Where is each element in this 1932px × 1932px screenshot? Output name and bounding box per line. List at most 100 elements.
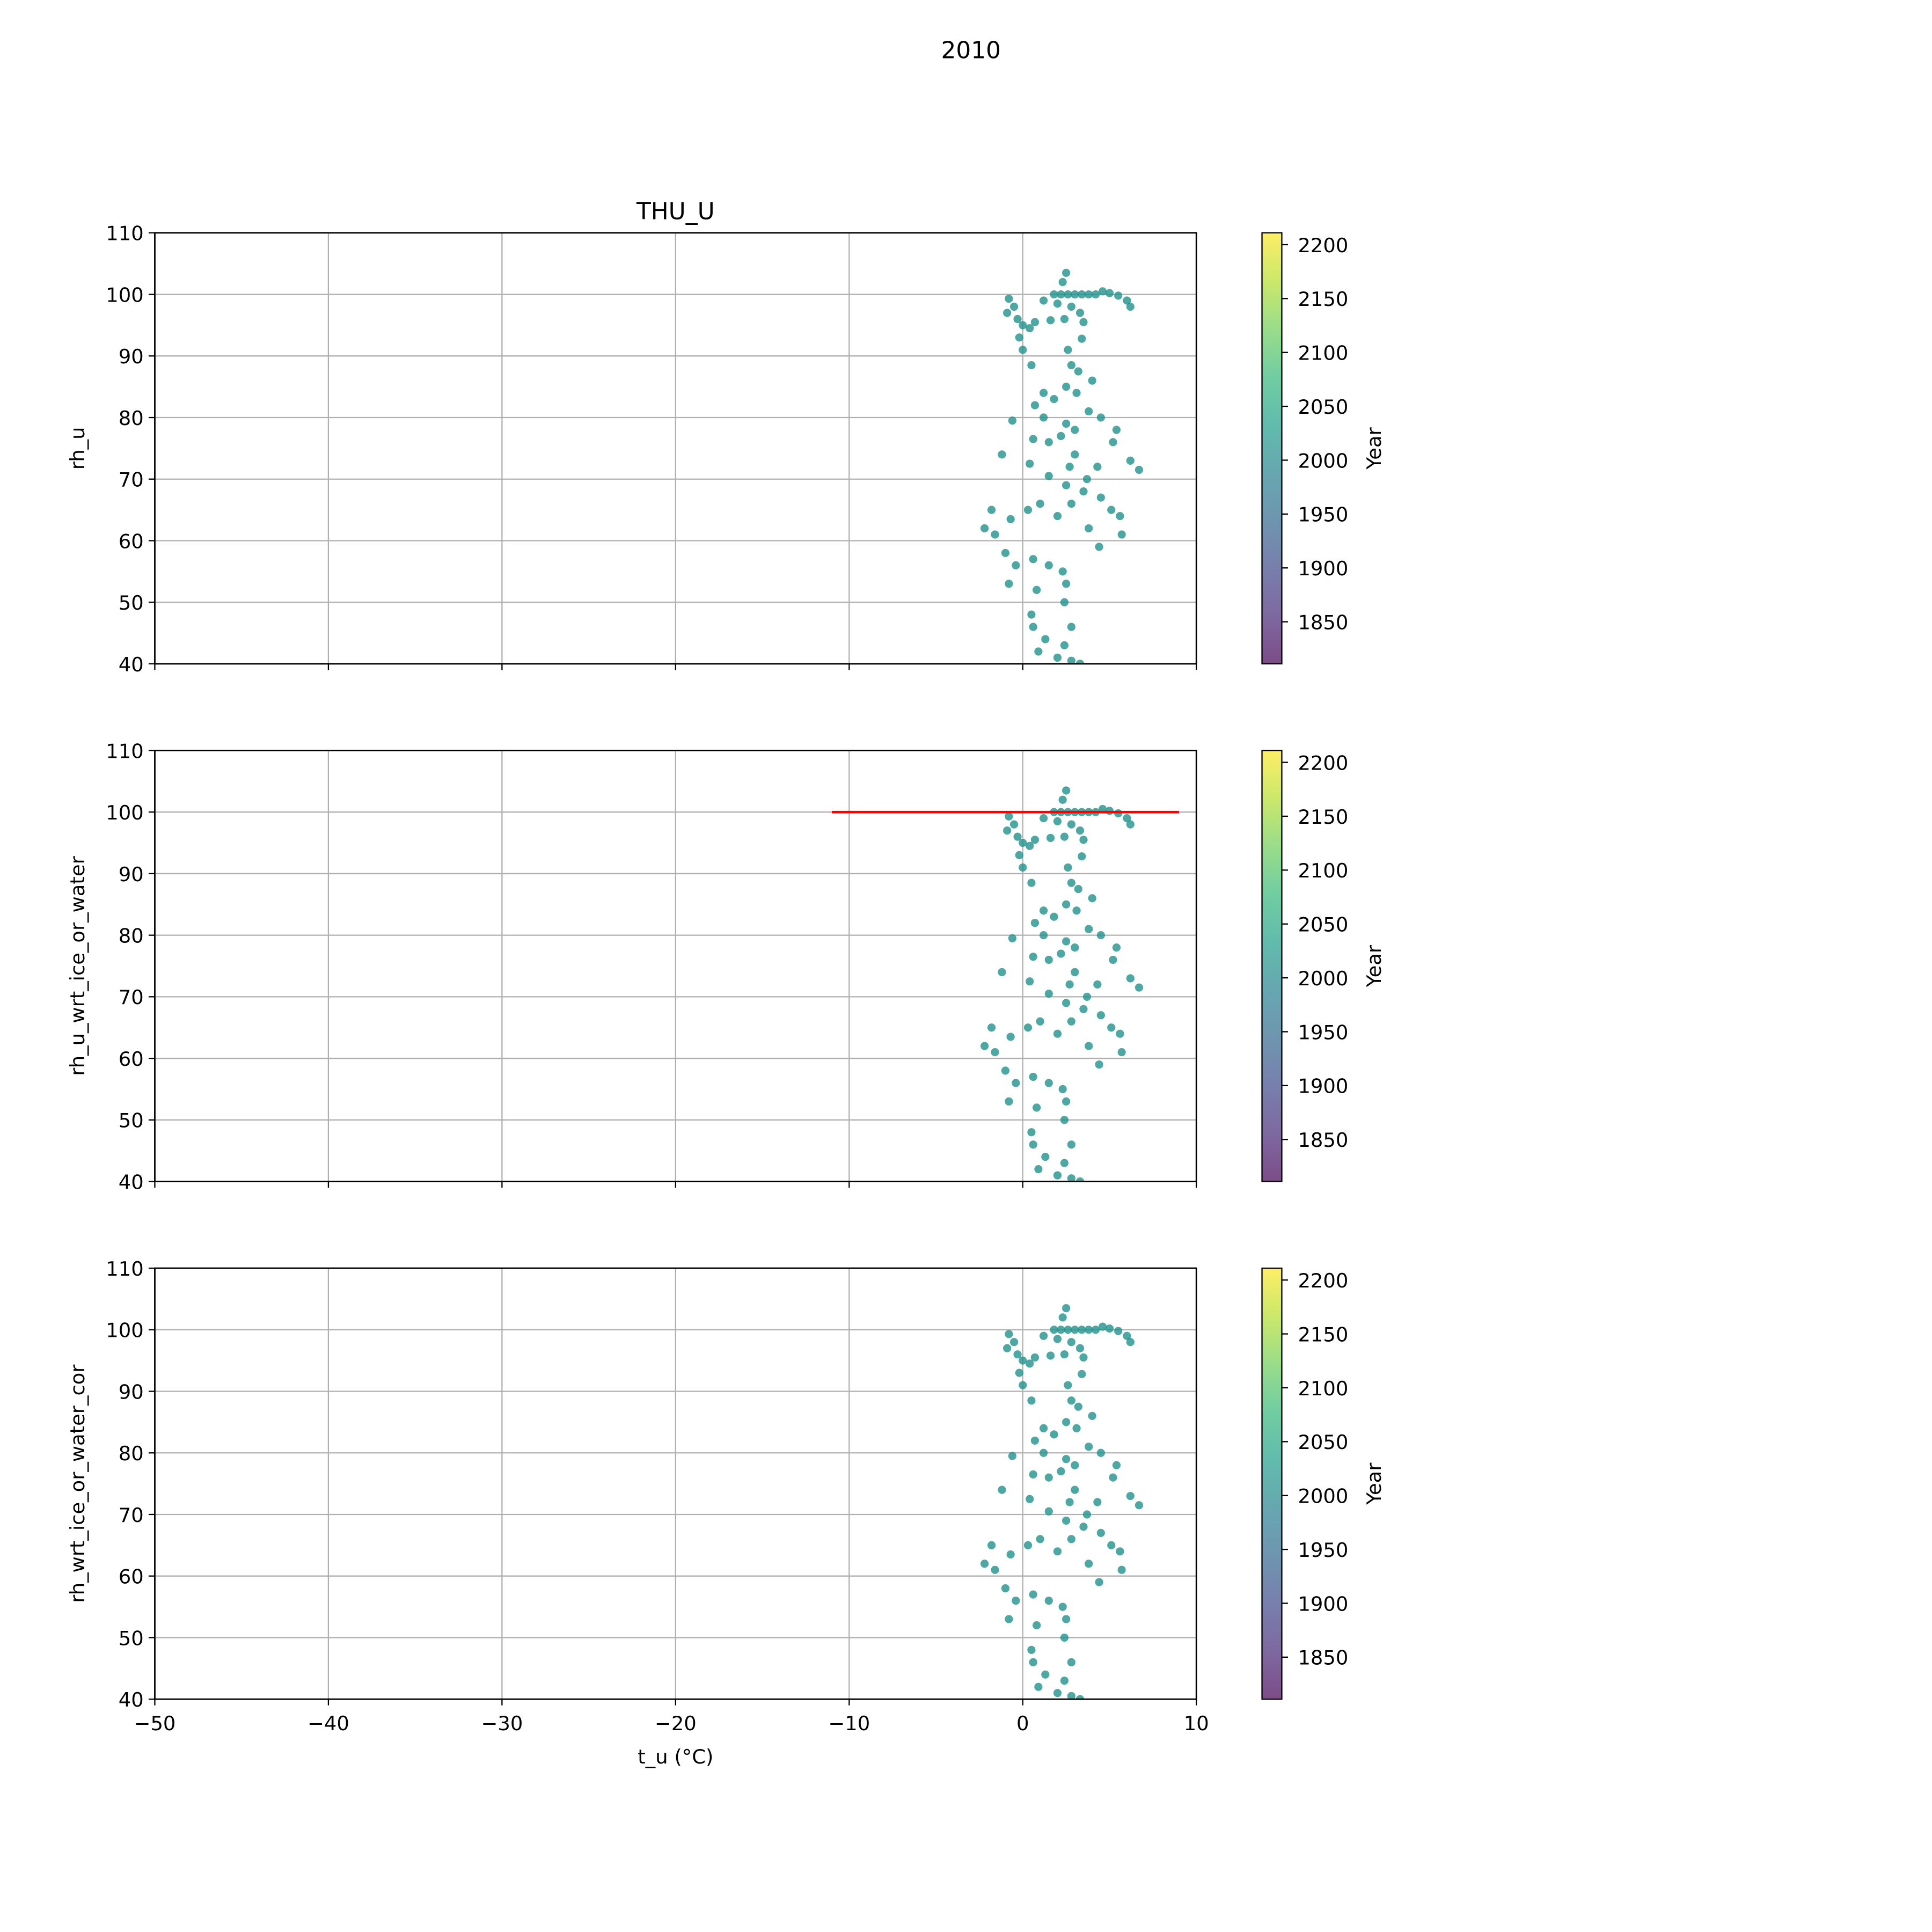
scatter-point bbox=[1029, 1590, 1037, 1599]
scatter-point bbox=[1060, 1116, 1069, 1124]
scatter-point bbox=[1034, 1165, 1043, 1174]
y-tick-label: 40 bbox=[119, 1170, 144, 1194]
colorbar-label: Year bbox=[1363, 1462, 1386, 1505]
scatter-point bbox=[1057, 1326, 1065, 1334]
y-tick-label: 100 bbox=[106, 283, 143, 306]
scatter-point bbox=[1012, 561, 1020, 569]
scatter-point bbox=[1013, 1350, 1022, 1359]
scatter-point bbox=[1078, 290, 1086, 299]
scatter-point bbox=[1067, 623, 1075, 631]
scatter-point bbox=[1079, 1353, 1088, 1362]
axes-frame bbox=[154, 232, 1197, 665]
scatter-point bbox=[1062, 580, 1071, 588]
scatter-point bbox=[1019, 321, 1027, 330]
scatter-point bbox=[1088, 894, 1096, 903]
scatter-point bbox=[1053, 653, 1062, 662]
scatter-point bbox=[1062, 268, 1071, 277]
scatter-point bbox=[987, 506, 996, 514]
scatter-point bbox=[1030, 1353, 1040, 1362]
scatter-point bbox=[1062, 786, 1071, 795]
scatter-point bbox=[1008, 1452, 1016, 1460]
scatter-point bbox=[1114, 291, 1123, 300]
scatter-point bbox=[1072, 906, 1081, 915]
scatter-point bbox=[1026, 459, 1034, 468]
scatter-point bbox=[1029, 1658, 1037, 1666]
scatter-point bbox=[1003, 309, 1012, 317]
scatter-point bbox=[1112, 1461, 1121, 1469]
y-tick-label: 60 bbox=[119, 1048, 144, 1071]
colorbar-tick-label: 2100 bbox=[1298, 859, 1348, 882]
colorbar-tick-label: 2050 bbox=[1298, 1431, 1348, 1454]
scatter-point bbox=[1062, 481, 1071, 489]
scatter-point bbox=[1095, 543, 1103, 551]
scatter-point bbox=[1060, 1633, 1069, 1642]
scatter-point bbox=[1062, 900, 1071, 909]
scatter-point bbox=[1107, 506, 1116, 514]
scatter-point bbox=[1071, 426, 1079, 434]
scatter-point bbox=[1023, 1541, 1033, 1549]
scatter-point bbox=[1046, 1351, 1055, 1360]
colorbar-tick-label: 2150 bbox=[1298, 806, 1348, 829]
scatter-point bbox=[1012, 1596, 1020, 1605]
scatter-point bbox=[1098, 287, 1107, 296]
scatter-point bbox=[1009, 820, 1019, 829]
scatter-point bbox=[1123, 814, 1131, 823]
scatter-point bbox=[1041, 1670, 1050, 1679]
scatter-point bbox=[1029, 1470, 1037, 1479]
scatter-point bbox=[1085, 1326, 1093, 1334]
scatter-point bbox=[1039, 814, 1048, 823]
x-tick-label: −20 bbox=[655, 1712, 697, 1735]
scatter-point bbox=[1071, 1485, 1079, 1494]
scatter-point bbox=[1067, 1692, 1075, 1700]
scatter-point bbox=[1072, 389, 1081, 397]
scatter-point bbox=[1003, 826, 1012, 835]
colorbar-tick-label: 2050 bbox=[1298, 396, 1348, 419]
scatter-point bbox=[998, 968, 1006, 977]
colorbar-tick-label: 2200 bbox=[1298, 1269, 1348, 1292]
scatter-point bbox=[1095, 1578, 1103, 1586]
scatter-point bbox=[1060, 314, 1069, 324]
scatter-point bbox=[1114, 1327, 1123, 1335]
scatter-point bbox=[1096, 931, 1105, 940]
scatter-point bbox=[1030, 318, 1040, 326]
scatter-point bbox=[1093, 1498, 1102, 1506]
colorbar bbox=[1262, 1268, 1282, 1700]
scatter-point bbox=[1029, 555, 1037, 564]
y-tick-label: 60 bbox=[119, 530, 144, 553]
scatter-point bbox=[1003, 1344, 1012, 1352]
scatter-point bbox=[1135, 983, 1144, 992]
scatter-point bbox=[1023, 1023, 1033, 1032]
scatter-point bbox=[1044, 1507, 1053, 1516]
scatter-point bbox=[1044, 1596, 1053, 1605]
scatter-point bbox=[1057, 949, 1065, 958]
scatter-point bbox=[1005, 294, 1013, 303]
scatter-point bbox=[980, 1560, 989, 1568]
scatter-point bbox=[1096, 1528, 1105, 1538]
scatter-point bbox=[1006, 1033, 1015, 1041]
scatter-point bbox=[1060, 641, 1069, 650]
colorbar-tick-label: 2200 bbox=[1298, 751, 1348, 774]
scatter-point bbox=[1079, 1005, 1088, 1013]
scatter-point bbox=[998, 1485, 1006, 1494]
scatter-point bbox=[1079, 318, 1088, 326]
scatter-point bbox=[1096, 1448, 1105, 1457]
y-tick-label: 100 bbox=[106, 801, 143, 824]
axes-frame bbox=[154, 1267, 1197, 1700]
scatter-point bbox=[1006, 1550, 1015, 1559]
y-tick-label: 90 bbox=[119, 863, 144, 886]
scatter-point bbox=[1064, 290, 1072, 299]
scatter-point bbox=[1135, 1501, 1144, 1510]
colorbar-tick-label: 2000 bbox=[1298, 449, 1348, 472]
scatter-point bbox=[991, 530, 999, 539]
scatter-point bbox=[1105, 1324, 1114, 1333]
scatter-point bbox=[1079, 836, 1088, 844]
scatter-point bbox=[1029, 1140, 1037, 1149]
scatter-point bbox=[1050, 1430, 1058, 1439]
scatter-point bbox=[1033, 586, 1041, 594]
x-tick-label: 0 bbox=[1016, 1712, 1029, 1735]
scatter-point bbox=[1123, 296, 1131, 305]
scatter-point bbox=[1044, 1473, 1053, 1482]
scatter-point bbox=[1116, 511, 1124, 521]
scatter-point bbox=[1088, 376, 1096, 385]
